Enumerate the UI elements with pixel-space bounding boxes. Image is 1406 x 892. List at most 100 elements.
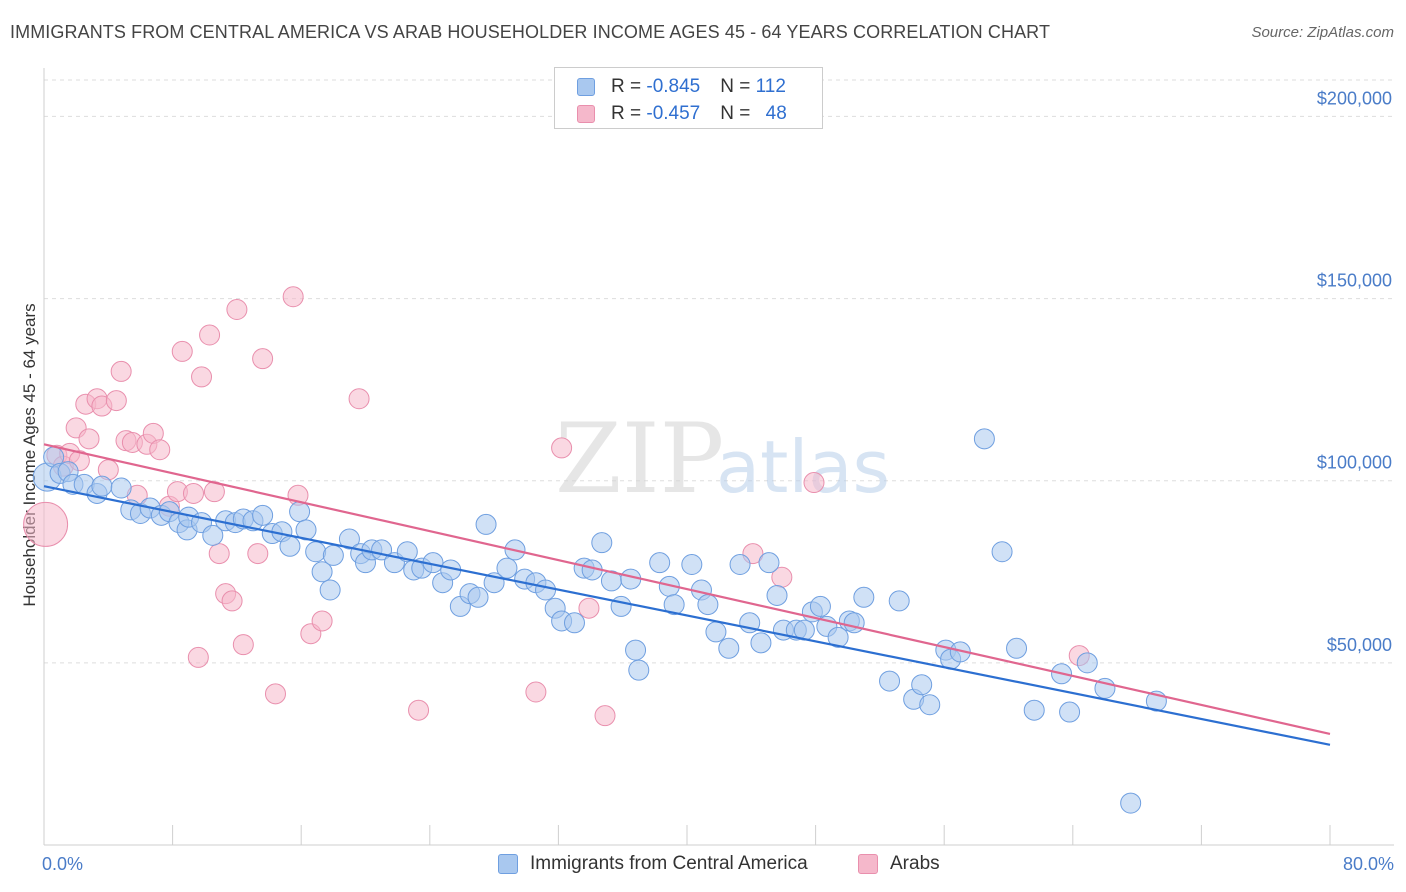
central-america-point [535,579,557,601]
central-america-point [827,626,849,648]
arab-point [525,681,547,703]
arab-point [199,324,221,346]
central-america-point [919,694,941,716]
arab-point [247,543,269,565]
central-america-point [1023,699,1045,721]
arab-point [551,437,573,459]
central-america-point [853,586,875,608]
trendlines [43,443,1331,746]
arab-point [149,439,171,461]
y-tick-label: $50,000 [1327,635,1392,655]
arab-point [171,340,193,362]
arab-point [348,388,370,410]
central-america-point [496,557,518,579]
central-america-point [305,541,327,563]
x-tick-labels: 0.0% 80.0% [42,854,1394,874]
watermark: ZIP atlas [555,403,890,515]
central-america-point [888,590,910,612]
grid-lines [44,79,1394,664]
legend-swatch-blue [498,854,518,874]
y-tick-labels: $50,000 $100,000 $150,000 $200,000 [1317,88,1392,654]
arab-point [252,348,274,370]
axes [43,68,1394,846]
arab-point [208,543,230,565]
legend-r-label: R = [611,103,647,124]
central-america-point [628,659,650,681]
central-america-point [252,504,274,526]
y-tick-label: $150,000 [1317,271,1392,291]
arab-point [78,428,100,450]
central-america-point [91,475,113,497]
y-tick-label: $100,000 [1317,453,1392,473]
arabs-points [23,286,1090,727]
central-america-point [311,561,333,583]
watermark-zip: ZIP [555,403,724,515]
legend-swatch-blue [577,78,595,96]
central-america-point [338,528,360,550]
arab-point [182,482,204,504]
central-america-point [110,477,132,499]
arab-point [187,646,209,668]
central-america-point [973,428,995,450]
central-america-point [766,584,788,606]
central-america-point [663,594,685,616]
central-america-point [591,532,613,554]
arab-point [226,299,248,320]
legend-swatch-pink [577,105,595,123]
central-america-point [729,554,751,575]
central-america-point [322,544,344,566]
central-america-point [467,586,489,608]
central-america-point [1076,652,1098,674]
central-america-point [279,535,301,557]
source-label: Source: ZipAtlas.com [1251,24,1394,41]
watermark-atlas: atlas [716,425,890,509]
arab-point [803,472,825,494]
arabs-trendline [43,443,1331,735]
central-america-point [289,501,311,523]
central-america-point [843,612,865,634]
y-tick-label: $200,000 [1317,88,1392,108]
legend-n-value: 48 [765,103,787,124]
legend-n-value: 112 [755,76,786,97]
central-america-point [649,552,671,574]
legend-label-arabs: Arabs [890,853,940,874]
x-tick-label-max: 80.0% [1343,854,1394,874]
arab-point [105,390,127,412]
central-america-point [681,554,703,575]
central-america-point [911,674,933,696]
central-america-point [563,612,585,634]
central-america-point [1120,792,1142,814]
central-america-point [991,541,1013,563]
central-america-point [202,524,224,546]
legend-r-label: R = [611,76,647,97]
arab-point [110,360,132,382]
central-america-point [1006,637,1028,659]
central-america-point [625,639,647,661]
legend-n-label: N = [720,103,756,124]
legend-label-central-america: Immigrants from Central America [530,853,808,874]
legend-swatch-pink [858,854,878,874]
central-america-point [1059,701,1081,723]
arab-point [264,683,286,705]
arab-point [311,610,333,632]
central-america-point [718,637,740,659]
arab-point [594,705,616,727]
central-america-point [475,513,497,535]
arab-point [221,590,243,612]
arab-point [232,634,254,656]
central-america-point [750,632,772,654]
central-america-point [319,579,341,601]
central-america-trendline [43,485,1331,746]
arab-point [23,501,69,547]
arab-point [282,286,304,308]
correlation-legend: R = -0.845 N = 112 R = -0.457 N = 48 [554,67,823,129]
central-america-point [705,621,727,643]
legend-r-value: -0.457 [646,103,701,124]
series-legend: Immigrants from Central America Arabs [0,852,1406,878]
legend-n-label: N = [720,76,756,97]
central-america-point [758,552,780,574]
y-axis-label: Householder Income Ages 45 - 64 years [20,303,39,606]
x-tick-label-min: 0.0% [42,854,83,874]
chart-title: IMMIGRANTS FROM CENTRAL AMERICA VS ARAB … [10,22,1051,42]
